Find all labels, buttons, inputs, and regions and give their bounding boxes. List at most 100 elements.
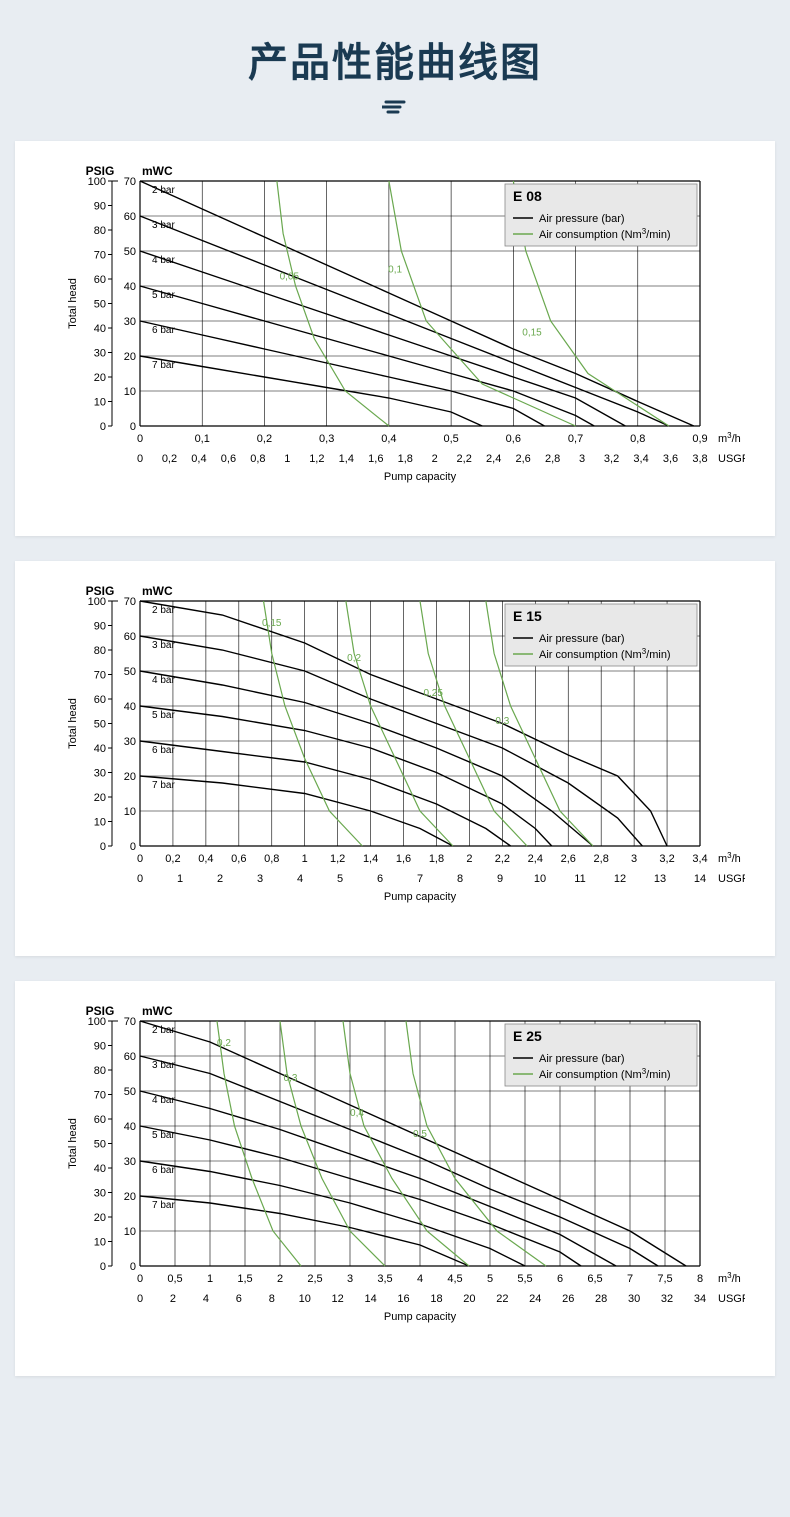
svg-text:40: 40 [94, 743, 106, 755]
svg-text:20: 20 [124, 771, 136, 783]
svg-text:Total head: Total head [67, 278, 79, 329]
svg-text:7 bar: 7 bar [152, 360, 175, 371]
svg-text:70: 70 [94, 1090, 106, 1102]
svg-text:0: 0 [137, 1293, 143, 1305]
svg-text:0: 0 [137, 853, 143, 865]
svg-text:6: 6 [557, 1273, 563, 1285]
svg-text:PSIG: PSIG [86, 1004, 115, 1018]
svg-text:0,9: 0,9 [692, 433, 707, 445]
svg-text:50: 50 [124, 246, 136, 258]
svg-text:Air consumption (Nm3/min): Air consumption (Nm3/min) [539, 227, 671, 241]
chart-panel-E25: 0102030405060708090100010203040506070PSI… [15, 981, 775, 1376]
svg-text:0,4: 0,4 [198, 853, 213, 865]
svg-text:10: 10 [299, 1293, 311, 1305]
svg-text:0,2: 0,2 [217, 1038, 231, 1049]
svg-text:1,2: 1,2 [309, 453, 324, 465]
svg-text:0,6: 0,6 [221, 453, 236, 465]
svg-text:2: 2 [466, 853, 472, 865]
svg-text:E 08: E 08 [513, 188, 542, 204]
svg-text:4 bar: 4 bar [152, 675, 175, 686]
svg-text:32: 32 [661, 1293, 673, 1305]
svg-text:PSIG: PSIG [86, 584, 115, 598]
svg-text:60: 60 [94, 274, 106, 286]
svg-text:3 bar: 3 bar [152, 1060, 175, 1071]
svg-text:4 bar: 4 bar [152, 255, 175, 266]
svg-text:6 bar: 6 bar [152, 745, 175, 756]
svg-text:m3/h: m3/h [718, 1271, 741, 1285]
svg-text:3,6: 3,6 [663, 453, 678, 465]
chart-panel-E08: 0102030405060708090100010203040506070PSI… [15, 141, 775, 536]
chart-svg: 0102030405060708090100010203040506070PSI… [45, 1001, 745, 1361]
svg-text:70: 70 [124, 1016, 136, 1028]
svg-text:USGPM: USGPM [718, 1293, 745, 1305]
svg-text:0,1: 0,1 [388, 265, 402, 276]
svg-text:1,6: 1,6 [368, 453, 383, 465]
svg-text:0,15: 0,15 [522, 328, 542, 339]
svg-text:2,8: 2,8 [594, 853, 609, 865]
svg-text:0,5: 0,5 [413, 1129, 427, 1140]
svg-text:70: 70 [124, 596, 136, 608]
svg-text:m3/h: m3/h [718, 431, 741, 445]
svg-text:0,4: 0,4 [381, 433, 396, 445]
svg-text:13: 13 [654, 873, 666, 885]
svg-text:0,15: 0,15 [262, 618, 282, 629]
svg-text:4: 4 [203, 1293, 209, 1305]
charts-container: 0102030405060708090100010203040506070PSI… [0, 141, 790, 1376]
svg-text:10: 10 [94, 397, 106, 409]
svg-text:0,2: 0,2 [257, 433, 272, 445]
svg-text:Air pressure (bar): Air pressure (bar) [539, 1053, 625, 1065]
svg-text:30: 30 [94, 348, 106, 360]
svg-text:16: 16 [397, 1293, 409, 1305]
svg-text:30: 30 [124, 1156, 136, 1168]
svg-text:2,4: 2,4 [528, 853, 543, 865]
svg-text:10: 10 [534, 873, 546, 885]
svg-text:0: 0 [137, 1273, 143, 1285]
svg-text:50: 50 [94, 1139, 106, 1151]
svg-text:2: 2 [277, 1273, 283, 1285]
svg-text:1,2: 1,2 [330, 853, 345, 865]
svg-text:2 bar: 2 bar [152, 185, 175, 196]
svg-text:9: 9 [497, 873, 503, 885]
svg-text:0,05: 0,05 [280, 272, 300, 283]
svg-text:E 25: E 25 [513, 1028, 542, 1044]
svg-text:0,1: 0,1 [195, 433, 210, 445]
svg-text:4: 4 [297, 873, 303, 885]
svg-text:2,6: 2,6 [561, 853, 576, 865]
svg-text:10: 10 [124, 386, 136, 398]
svg-text:18: 18 [430, 1293, 442, 1305]
svg-text:3 bar: 3 bar [152, 220, 175, 231]
svg-text:80: 80 [94, 645, 106, 657]
svg-text:Air pressure (bar): Air pressure (bar) [539, 633, 625, 645]
svg-text:12: 12 [614, 873, 626, 885]
svg-text:3,2: 3,2 [604, 453, 619, 465]
svg-text:4 bar: 4 bar [152, 1095, 175, 1106]
svg-text:0: 0 [100, 1261, 106, 1273]
svg-text:5 bar: 5 bar [152, 1130, 175, 1141]
svg-text:30: 30 [124, 736, 136, 748]
svg-text:34: 34 [694, 1293, 706, 1305]
svg-text:50: 50 [94, 719, 106, 731]
svg-text:0,6: 0,6 [506, 433, 521, 445]
svg-text:50: 50 [124, 1086, 136, 1098]
svg-text:Total head: Total head [67, 698, 79, 749]
svg-text:PSIG: PSIG [86, 164, 115, 178]
svg-text:14: 14 [694, 873, 706, 885]
svg-text:24: 24 [529, 1293, 541, 1305]
svg-text:mWC: mWC [142, 164, 173, 178]
svg-text:60: 60 [94, 1114, 106, 1126]
svg-text:0,3: 0,3 [319, 433, 334, 445]
svg-text:60: 60 [94, 694, 106, 706]
svg-text:80: 80 [94, 225, 106, 237]
svg-text:40: 40 [124, 701, 136, 713]
svg-text:Pump capacity: Pump capacity [384, 891, 457, 903]
chart-panel-E15: 0102030405060708090100010203040506070PSI… [15, 561, 775, 956]
svg-text:2: 2 [170, 1293, 176, 1305]
svg-text:6 bar: 6 bar [152, 325, 175, 336]
svg-text:1,6: 1,6 [396, 853, 411, 865]
svg-text:1,5: 1,5 [237, 1273, 252, 1285]
svg-text:2,6: 2,6 [516, 453, 531, 465]
svg-text:2,5: 2,5 [307, 1273, 322, 1285]
svg-text:2,2: 2,2 [457, 453, 472, 465]
svg-text:3: 3 [631, 853, 637, 865]
svg-text:40: 40 [94, 323, 106, 335]
